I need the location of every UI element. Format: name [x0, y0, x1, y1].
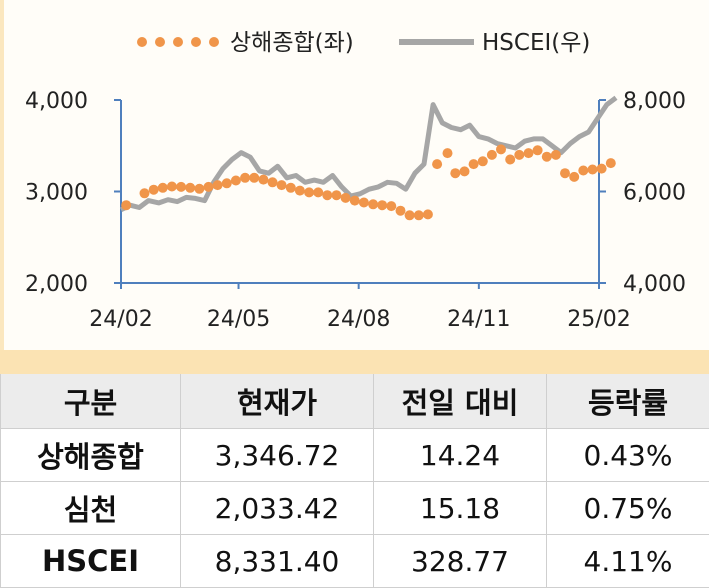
shanghai-data-point [377, 200, 387, 210]
shanghai-data-point [505, 155, 515, 165]
shanghai-data-point [167, 182, 177, 192]
right-tick-label: 6,000 [623, 181, 686, 206]
row-name: HSCEI [1, 535, 181, 588]
shanghai-data-point [578, 166, 588, 176]
row-change: 15.18 [374, 482, 547, 535]
shanghai-data-point [286, 183, 296, 193]
shanghai-data-point [158, 183, 168, 193]
row-change: 328.77 [374, 535, 547, 588]
shanghai-data-point [140, 188, 150, 198]
table-row: HSCEI 8,331.40 328.77 4.11% [1, 535, 709, 588]
shanghai-data-point [533, 145, 543, 155]
shanghai-data-point [268, 177, 278, 187]
shanghai-data-point [450, 168, 460, 178]
shanghai-data-point [551, 150, 561, 160]
chart-legend: 상해종합(좌) HSCEI(우) [137, 30, 590, 56]
shanghai-data-point [149, 185, 159, 195]
shanghai-data-point [443, 148, 453, 158]
shanghai-data-point [121, 200, 131, 210]
row-change-rate: 0.75% [547, 482, 709, 535]
shanghai-data-point [368, 199, 378, 209]
shanghai-data-point [414, 210, 424, 220]
dual-axis-line-chart: 상해종합(좌) HSCEI(우) 2,000 3,000 4,000 4,000 6,00… [4, 0, 709, 350]
hscei-series-line [121, 98, 616, 210]
table-row: 상해종합 3,346.72 14.24 0.43% [1, 429, 709, 482]
shanghai-data-point [185, 183, 195, 193]
legend-dot-marker [191, 37, 201, 47]
shanghai-data-point [350, 196, 360, 206]
shanghai-data-point [304, 187, 314, 197]
legend-label-shanghai: 상해종합(좌) [230, 30, 354, 56]
x-tick-label: 25/02 [567, 307, 630, 332]
shanghai-data-point [606, 158, 616, 168]
shanghai-data-point [524, 148, 534, 158]
shanghai-data-point [359, 198, 369, 208]
shanghai-data-point [231, 176, 241, 186]
shanghai-data-point [322, 190, 332, 200]
chart-panel: 상해종합(좌) HSCEI(우) 2,000 3,000 4,000 4,000 6,00… [0, 0, 709, 350]
divider-band [0, 350, 709, 374]
row-change: 14.24 [374, 429, 547, 482]
shanghai-data-point [313, 187, 323, 197]
row-name: 심천 [1, 482, 181, 535]
left-tick-label: 3,000 [25, 181, 88, 206]
legend-label-hscei: HSCEI(우) [482, 30, 590, 56]
x-tick-label: 24/02 [89, 307, 152, 332]
shanghai-data-point [194, 184, 204, 194]
header-change-rate: 등락률 [547, 374, 709, 429]
shanghai-data-point [405, 210, 415, 220]
shanghai-data-point [277, 180, 287, 190]
index-table: 구분 현재가 전일 대비 등락률 상해종합 3,346.72 14.24 0.4… [0, 374, 709, 588]
x-tick-label: 24/11 [447, 307, 510, 332]
plot-area [121, 98, 616, 221]
shanghai-data-point [295, 186, 305, 196]
legend-dot-marker [173, 37, 183, 47]
row-change-rate: 0.43% [547, 429, 709, 482]
header-category: 구분 [1, 374, 181, 429]
table-row: 심천 2,033.42 15.18 0.75% [1, 482, 709, 535]
row-change-rate: 4.11% [547, 535, 709, 588]
shanghai-data-point [514, 150, 524, 160]
left-tick-label: 4,000 [25, 89, 88, 114]
shanghai-data-point [240, 173, 250, 183]
right-tick-label: 8,000 [623, 89, 686, 114]
shanghai-data-point [176, 182, 186, 192]
shanghai-data-point [597, 164, 607, 174]
row-current-price: 2,033.42 [181, 482, 374, 535]
shanghai-data-point [249, 173, 259, 183]
shanghai-data-point [222, 178, 232, 188]
shanghai-data-point [432, 159, 442, 169]
x-tick-label: 24/08 [327, 307, 390, 332]
shanghai-data-point [423, 209, 433, 219]
shanghai-data-point [332, 190, 342, 200]
row-current-price: 8,331.40 [181, 535, 374, 588]
shanghai-data-point [496, 144, 506, 154]
shanghai-data-point [560, 168, 570, 178]
legend-dot-marker [209, 37, 219, 47]
shanghai-data-point [396, 206, 406, 216]
shanghai-data-point [542, 152, 552, 162]
shanghai-data-point [588, 165, 598, 175]
shanghai-data-point [478, 156, 488, 166]
left-tick-label: 2,000 [25, 272, 88, 297]
shanghai-data-point [386, 201, 396, 211]
header-current-price: 현재가 [181, 374, 374, 429]
table-header-row: 구분 현재가 전일 대비 등락률 [1, 374, 709, 429]
legend-dot-marker [137, 37, 147, 47]
shanghai-data-point [213, 180, 223, 190]
shanghai-data-point [487, 150, 497, 160]
shanghai-data-point [341, 193, 351, 203]
shanghai-data-point [569, 172, 579, 182]
shanghai-data-point [204, 182, 214, 192]
shanghai-data-point [460, 166, 470, 176]
row-name: 상해종합 [1, 429, 181, 482]
shanghai-data-point [258, 175, 268, 185]
right-tick-label: 4,000 [623, 272, 686, 297]
shanghai-data-point [469, 159, 479, 169]
header-change: 전일 대비 [374, 374, 547, 429]
legend-dot-marker [155, 37, 165, 47]
row-current-price: 3,346.72 [181, 429, 374, 482]
x-tick-label: 24/05 [207, 307, 270, 332]
